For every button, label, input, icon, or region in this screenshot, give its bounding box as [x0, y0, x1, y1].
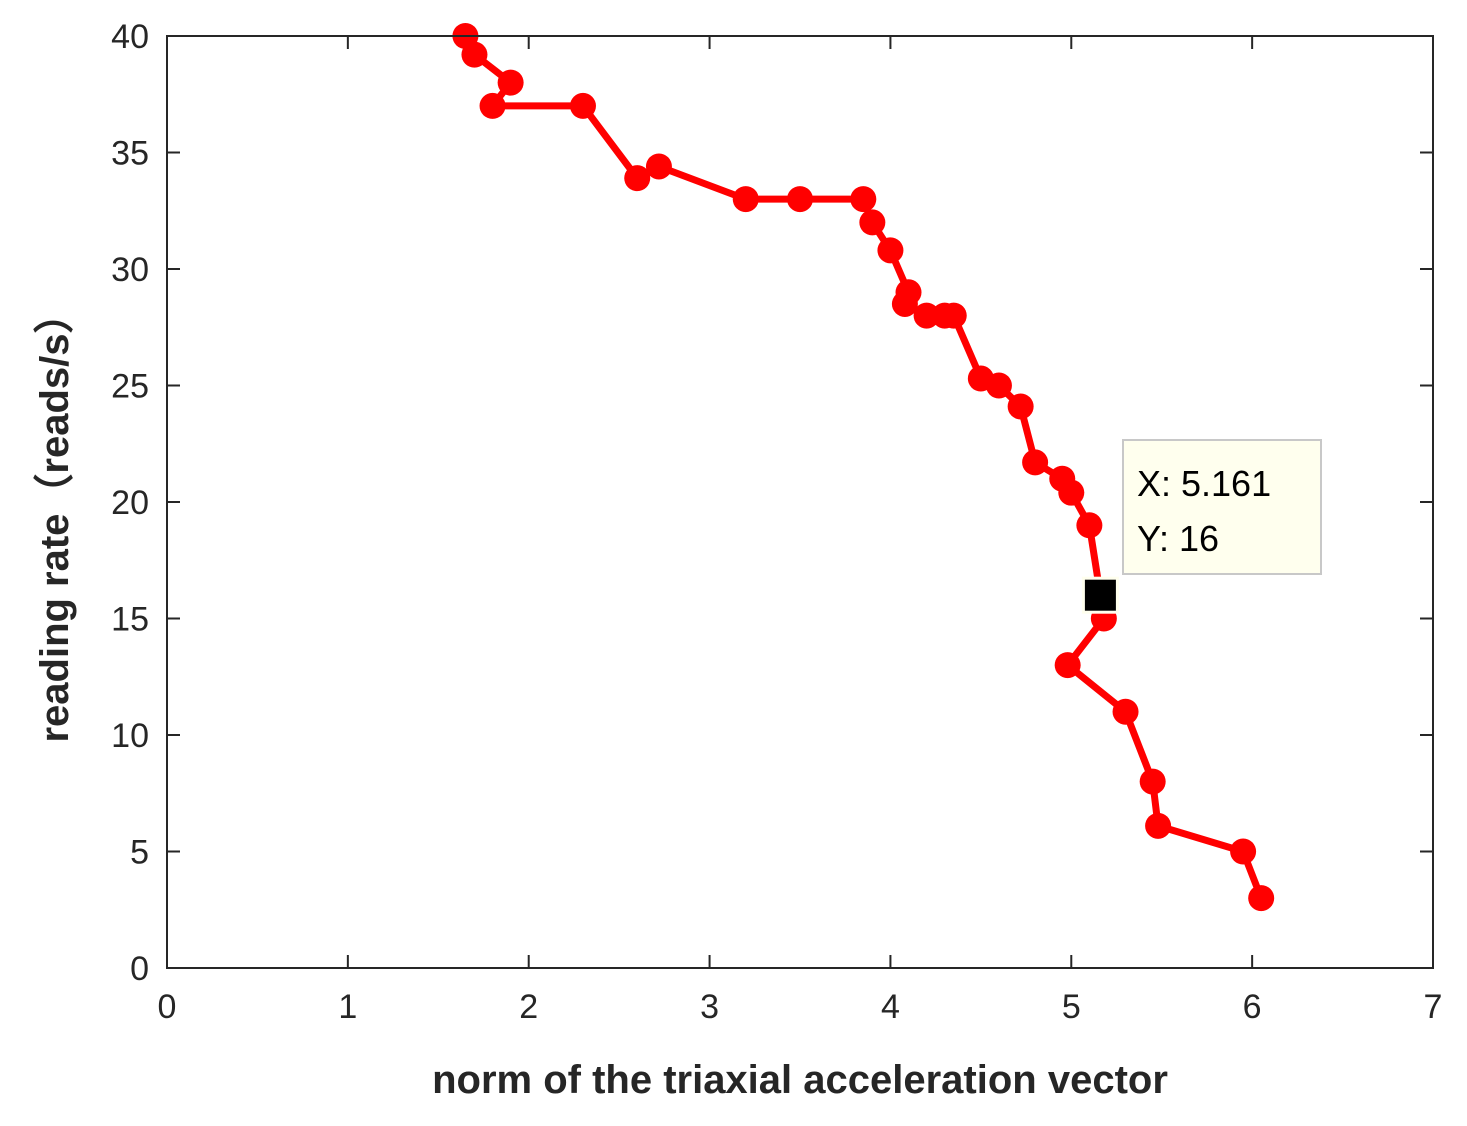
- data-point: [787, 186, 813, 213]
- y-tick-label: 25: [111, 368, 149, 406]
- datatip-x-text: X: 5.161: [1137, 463, 1271, 504]
- y-tick-label: 20: [111, 484, 149, 522]
- datatip-box: [1122, 439, 1322, 575]
- data-point: [1007, 393, 1034, 420]
- data-point: [985, 372, 1012, 399]
- data-point: [569, 92, 596, 119]
- datatip[interactable]: X: 5.161 Y: 16: [1081, 439, 1322, 614]
- data-point: [1022, 449, 1049, 476]
- y-tick-label: 40: [111, 18, 149, 56]
- data-point: [859, 209, 886, 236]
- plot-frame: [166, 35, 1434, 969]
- y-tick-label: 30: [111, 251, 149, 289]
- data-point: [624, 165, 651, 192]
- x-tick-label: 6: [1243, 988, 1262, 1026]
- data-point: [940, 302, 967, 329]
- x-tick-label: 7: [1424, 988, 1443, 1026]
- data-point: [1230, 838, 1257, 865]
- data-point: [645, 153, 672, 180]
- x-tick-label: 1: [338, 988, 357, 1026]
- y-tick-label: 0: [130, 950, 149, 988]
- x-tick-label: 2: [519, 988, 538, 1026]
- data-point: [850, 186, 877, 213]
- data-point: [479, 92, 506, 119]
- x-tick-label: 0: [158, 988, 177, 1026]
- series-group: [452, 23, 1275, 912]
- x-tick-label: 5: [1062, 988, 1081, 1026]
- data-point: [1112, 698, 1139, 725]
- data-point: [461, 41, 488, 68]
- y-tick-label: 35: [111, 135, 149, 173]
- y-tick-label: 15: [111, 601, 149, 639]
- y-axis-title: reading rate（reads/s）: [33, 293, 77, 742]
- axis-tick-labels: 0 1 2 3 4 5 6 7 0 5 10 15 20 25 30 35 40: [111, 18, 1442, 1026]
- y-tick-label: 10: [111, 717, 149, 755]
- data-point: [1054, 652, 1081, 679]
- x-tick-label: 4: [881, 988, 900, 1026]
- x-axis-title: norm of the triaxial acceleration vector: [432, 1058, 1168, 1102]
- data-point: [1058, 479, 1085, 506]
- data-point: [497, 69, 524, 96]
- data-point: [1076, 512, 1103, 539]
- x-tick-label: 3: [700, 988, 719, 1026]
- data-point: [891, 290, 918, 317]
- y-tick-label: 5: [130, 834, 149, 872]
- data-point: [732, 186, 759, 213]
- data-point: [1145, 812, 1172, 839]
- data-point: [1139, 768, 1166, 795]
- data-point: [1248, 885, 1275, 912]
- data-point: [913, 302, 940, 329]
- data-point: [877, 237, 904, 264]
- datatip-y-text: Y: 16: [1137, 518, 1219, 559]
- datatip-marker[interactable]: [1081, 576, 1119, 614]
